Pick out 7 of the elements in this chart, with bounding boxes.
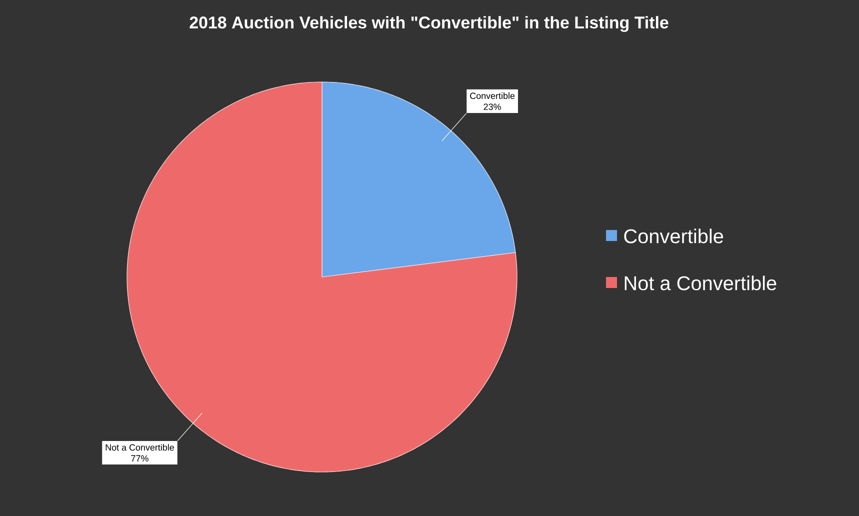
slice-label: Convertible xyxy=(470,92,515,100)
slice-label: Not a Convertible xyxy=(106,444,174,451)
data-label: 23% xyxy=(484,104,501,110)
data-label: 77% xyxy=(131,455,148,462)
legend-label: Not a Convertible xyxy=(624,276,776,290)
legend-label: Convertible xyxy=(624,228,724,244)
chart-title: 2018 Auction Vehicles with "Convertible" in the Listing Title xyxy=(190,16,668,32)
